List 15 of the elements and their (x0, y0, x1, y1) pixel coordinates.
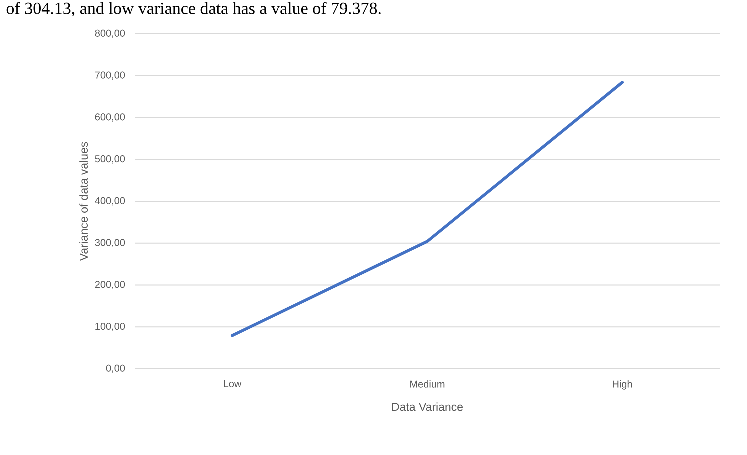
x-axis-title: Data Variance (392, 402, 463, 412)
y-tick-label: 0,00 (106, 364, 126, 374)
y-tick-label: 600,00 (95, 114, 126, 122)
y-tick-label: 100,00 (96, 322, 126, 332)
text: of 304.13, and low variance data has a value of 79.378. (6, 2, 381, 17)
x-tick-label: Medium (410, 380, 445, 388)
y-tick-label: 400,00 (95, 197, 126, 206)
y-axis-title: Variance of data values (80, 142, 88, 262)
y-tick-label: 700,00 (95, 72, 126, 80)
x-tick-label: High (613, 380, 632, 390)
y-tick-label: 800,00 (95, 30, 126, 38)
y-tick-label: 300,00 (95, 239, 126, 248)
y-tick-label: 500,00 (95, 155, 126, 164)
x-tick-label: Low (224, 380, 242, 388)
y-tick-label: 200,00 (95, 281, 126, 290)
